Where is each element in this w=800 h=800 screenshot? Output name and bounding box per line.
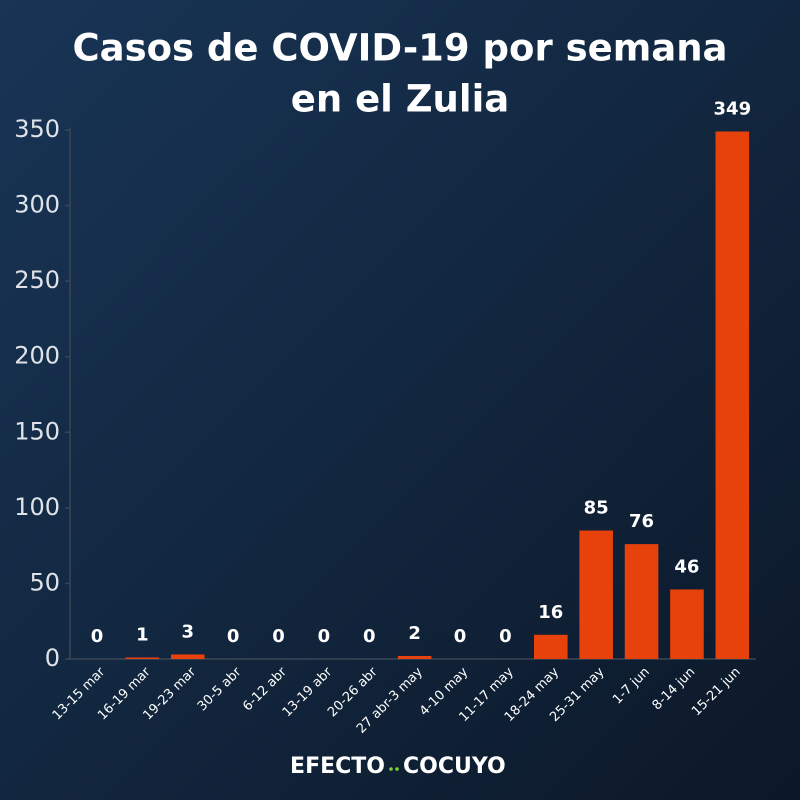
bar: [397, 655, 432, 659]
value-label: 85: [584, 498, 609, 519]
y-tick-label: 100: [14, 493, 60, 521]
bar: [715, 131, 750, 660]
bar: [125, 657, 160, 659]
bar: [579, 530, 613, 659]
value-label: 0: [454, 626, 467, 647]
value-label: 16: [538, 602, 563, 623]
brand-dot: [395, 767, 399, 771]
y-tick-label: 50: [29, 568, 60, 596]
y-tick-label: 0: [45, 644, 60, 672]
y-tick-label: 250: [14, 266, 60, 294]
bar: [624, 544, 659, 659]
y-tick-label: 350: [14, 115, 60, 143]
value-label: 1: [136, 624, 149, 645]
value-label: 46: [674, 556, 699, 577]
value-label: 2: [408, 623, 421, 644]
value-label: 349: [714, 99, 752, 120]
footer-brand: EFECTO: [290, 754, 385, 779]
footer-brand: COCUYO: [403, 754, 506, 779]
brand-dot: [389, 767, 393, 771]
value-label: 0: [318, 626, 331, 647]
value-label: 0: [91, 626, 104, 647]
bar: [170, 654, 205, 659]
y-tick-label: 150: [14, 417, 60, 445]
value-label: 0: [363, 626, 376, 647]
value-label: 3: [181, 621, 194, 642]
chart-title: en el Zulia: [291, 78, 509, 121]
y-tick-label: 300: [14, 191, 60, 219]
bar: [533, 634, 568, 659]
value-label: 76: [629, 511, 654, 532]
y-tick-label: 200: [14, 342, 60, 370]
bar: [670, 589, 704, 659]
value-label: 0: [499, 626, 512, 647]
chart-title: Casos de COVID-19 por semana: [72, 27, 727, 70]
value-label: 0: [227, 626, 240, 647]
value-label: 0: [272, 626, 285, 647]
